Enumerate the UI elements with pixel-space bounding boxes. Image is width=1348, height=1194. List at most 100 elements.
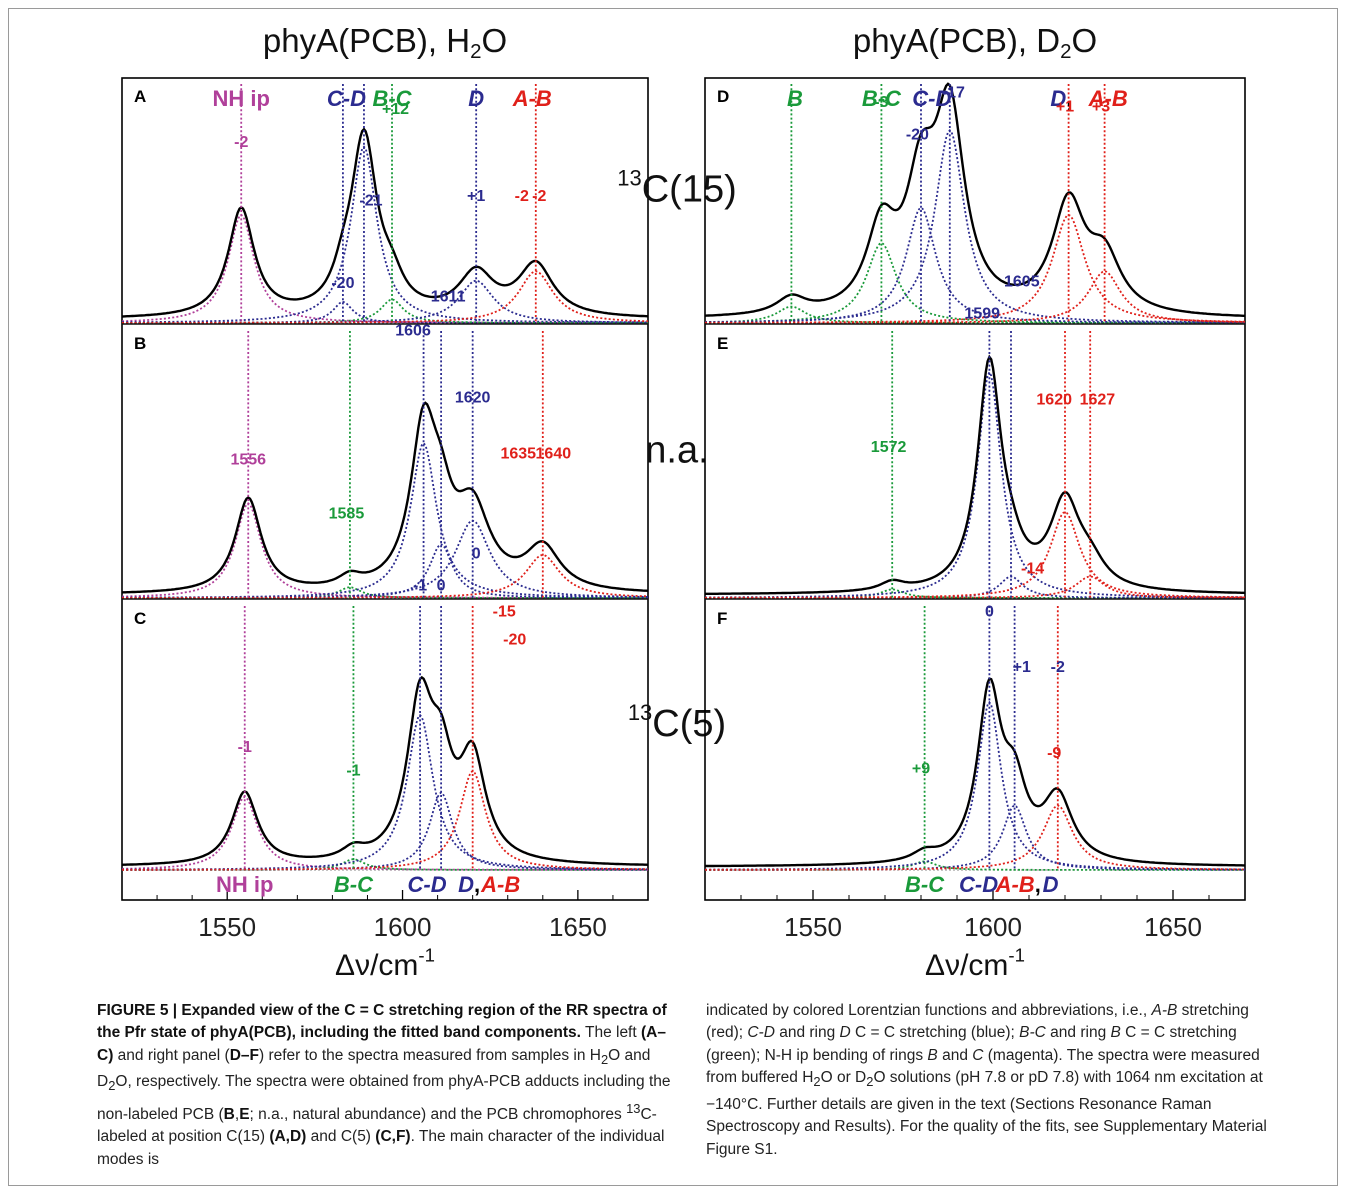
right-panel-F-component-a-b-1618 [705, 804, 1245, 871]
left-panel-B-label-6: 1640 [536, 445, 572, 462]
left-panel-A-component-c-d-1589 [121, 145, 648, 324]
center-label-2: 13C(5) [628, 700, 726, 745]
right-panel-D-label-5: -3 [874, 94, 888, 111]
caption-right-segment: and [937, 1046, 973, 1064]
caption-right-segment: 2 [866, 1074, 874, 1090]
caption-left-segment: ) refer to the spectra measured from sam… [258, 1046, 601, 1064]
caption-right-segment: B [1110, 1024, 1121, 1042]
right-panel-D-letter: D [717, 87, 729, 106]
figure-caption-left: FIGURE 5 | Expanded view of the C = C st… [97, 1000, 675, 1171]
left-panel-A-label-0: NH ip [213, 86, 270, 111]
left-panel-B-spectrum [121, 401, 649, 594]
right-panel-F-component-c-d-1606 [705, 804, 1245, 871]
right-panel-E-label-4: 1627 [1080, 392, 1116, 409]
caption-left-segment: The left [580, 1024, 641, 1042]
right-panel-D-label-3: D, [1050, 86, 1072, 111]
right-panel-D-spectrum [704, 82, 1245, 317]
left-panel-C-label-9: 0 [472, 545, 481, 562]
caption-left-segment: FIGURE 5 | Expanded view of the C = C st… [97, 1002, 667, 1042]
right-panel-D-component-c-d-1588 [704, 128, 1245, 324]
caption-left-segment: and C(5) [306, 1128, 376, 1146]
caption-right-segment: and ring [774, 1024, 840, 1042]
caption-right-segment: D [839, 1024, 851, 1042]
left-panel-C-label-1: B-C [334, 872, 374, 897]
caption-left-segment: 2 [108, 1078, 116, 1094]
left-panel-B-letter: B [134, 334, 146, 353]
right-panel-F-spectrum [705, 677, 1245, 868]
left-panel-B-component-b-c-1585 [122, 586, 648, 599]
right-panel-F-label-7: +1 [1013, 659, 1031, 676]
right-panel-D-label-8: +1 [1056, 99, 1074, 116]
right-panel-F-label-9: -9 [1047, 745, 1061, 762]
left-panel-A-label-4: A-B [512, 86, 552, 111]
left-panel-C-label-8: 0 [437, 578, 446, 595]
right-panel-E-label-2: 1605 [1004, 273, 1040, 290]
left-panel-A-label-6: -21 [359, 193, 382, 210]
left-panel-B-label-4: 1620 [455, 389, 491, 406]
left-panel-B-label-5: 1635 [500, 445, 536, 462]
caption-left-segment: O, respectively. The spectra were obtain… [97, 1073, 671, 1123]
caption-left-segment: B [223, 1105, 235, 1123]
center-label-1: n.a. [645, 430, 708, 472]
left-panel-A-component-c-d-1583 [122, 300, 648, 324]
left-panel-A-label-10: -2 [515, 188, 529, 205]
figure-frame [8, 8, 1338, 1186]
left-panel-A-spectrum [121, 127, 649, 318]
caption-right-segment: C = C stretching (green); N-H ip bending… [706, 1024, 1237, 1064]
left-panel-C-label-11: -20 [503, 631, 526, 648]
caption-left-segment: (A,D) [269, 1128, 307, 1146]
caption-right-segment: C = C stretching (blue); [850, 1024, 1020, 1042]
left-x-tick-label: 1650 [549, 912, 607, 942]
right-plot-frame [704, 77, 1246, 901]
right-panel-F-label-3: D [1043, 872, 1059, 897]
right-panel-E-component-a-b-1627 [705, 575, 1245, 599]
caption-right-segment: indicated by colored Lorentzian function… [706, 1002, 1152, 1019]
caption-right-segment: O solutions (pH 7.8 or pD 7.8) with 1064… [706, 1069, 1267, 1158]
left-panel-C-letter: C [134, 609, 146, 628]
caption-right-segment: B [927, 1046, 938, 1064]
left-panel-C-label-2: C-D [408, 872, 447, 897]
left-panel-A-label-2: B-C [372, 86, 412, 111]
left-panel-A-label-3: D [468, 86, 484, 111]
right-panel-F-label-5: 0 [985, 603, 994, 620]
right-panel-E-component-c-d-1599 [705, 370, 1245, 599]
left-panel-A-label-5: -2 [234, 134, 248, 151]
left-panel-C-label-3: D, [458, 872, 480, 897]
left-x-axis-label: Δν/cm-1 [335, 945, 435, 983]
right-x-axis-label: Δν/cm-1 [925, 945, 1025, 983]
figure-caption-right: indicated by colored Lorentzian function… [706, 1000, 1286, 1161]
left-panel-A-component-nh-1554 [122, 213, 648, 324]
right-panel-F-letter: F [717, 609, 727, 628]
caption-left-segment: 13 [626, 1100, 641, 1116]
left-panel-B-label-2: 1606 [395, 323, 431, 340]
left-panel-B-component-nh-1556 [122, 502, 648, 599]
left-panel-B-label-3: 1611 [431, 288, 466, 305]
right-chart-title: phyA(PCB), D2O [853, 22, 1097, 63]
left-panel-C-component-c-d-1611 [121, 791, 648, 871]
right-x-tick-label: 1650 [1144, 912, 1202, 942]
left-panel-A-component-a-b-1638 [122, 270, 648, 324]
right-panel-F-label-4: +9 [912, 760, 930, 777]
caption-right-segment: B-C [1019, 1024, 1046, 1042]
left-x-tick-label: 1600 [374, 912, 432, 942]
right-x-tick-label: 1550 [784, 912, 842, 942]
right-panel-D-label-2: C-D [912, 86, 951, 111]
left-panel-A-label-7: -20 [331, 275, 354, 292]
right-panel-F-label-0: B-C [905, 872, 945, 897]
right-panel-E-component-a-b-1620 [705, 510, 1245, 599]
caption-right-segment: 2 [813, 1074, 821, 1090]
right-panel-D-label-0: B [787, 86, 803, 111]
left-panel-C-label-5: -1 [238, 739, 252, 756]
right-panel-D-label-7: -17 [942, 84, 965, 101]
left-panel-B-label-0: 1556 [230, 452, 266, 469]
left-panel-B-label-1: 1585 [329, 505, 365, 522]
caption-left-segment: 2 [600, 1051, 609, 1067]
left-panel-C-label-0: NH ip [216, 872, 273, 897]
right-panel-D-label-9: +3 [1092, 99, 1110, 116]
left-panel-C-label-4: A-B [480, 872, 520, 897]
right-panel-E-label-1: 1599 [964, 306, 1000, 323]
caption-left-segment: . The main character of the individual m… [97, 1128, 665, 1168]
caption-left-segment: , [234, 1105, 240, 1123]
right-panel-F-label-2: A-B, [995, 872, 1041, 897]
right-panel-E-label-0: 1572 [871, 439, 907, 456]
